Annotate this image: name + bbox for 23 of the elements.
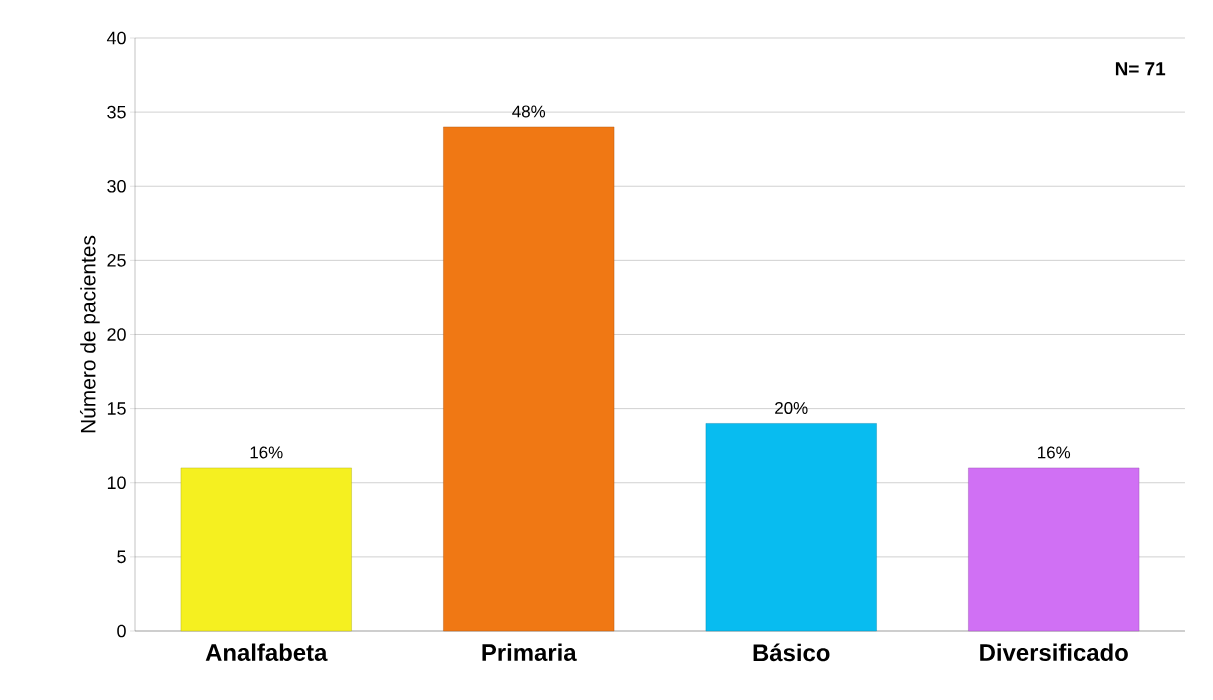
x-tick-label: Primaria (482, 643, 577, 662)
bar (705, 423, 877, 632)
x-tick-label: Diversificado (980, 643, 1128, 662)
annotation: 20% (775, 401, 808, 414)
x-tick-label: Analfabeta (205, 643, 328, 662)
y-tick-label: 25 (107, 254, 126, 267)
y-tick-label: 15 (107, 402, 126, 415)
y-axis-title: Número de pacientes (79, 235, 100, 433)
y-tick-label: 10 (107, 476, 126, 490)
y-tick-label: 5 (117, 550, 126, 564)
y-tick-label: 35 (107, 105, 126, 119)
y-tick-label: 0 (117, 624, 126, 638)
annotation: 48% (512, 105, 546, 118)
annotation: N= 71 (1115, 62, 1166, 76)
y-tick-label: 20 (107, 328, 126, 341)
y-tick-label: 30 (107, 179, 126, 193)
x-tick-label: Básico (753, 643, 830, 662)
annotation: 16% (250, 446, 283, 459)
y-tick-label: 40 (106, 31, 126, 45)
annotation: 16% (1038, 446, 1071, 459)
bar (180, 467, 352, 632)
bar (968, 467, 1140, 632)
bar (443, 126, 615, 632)
